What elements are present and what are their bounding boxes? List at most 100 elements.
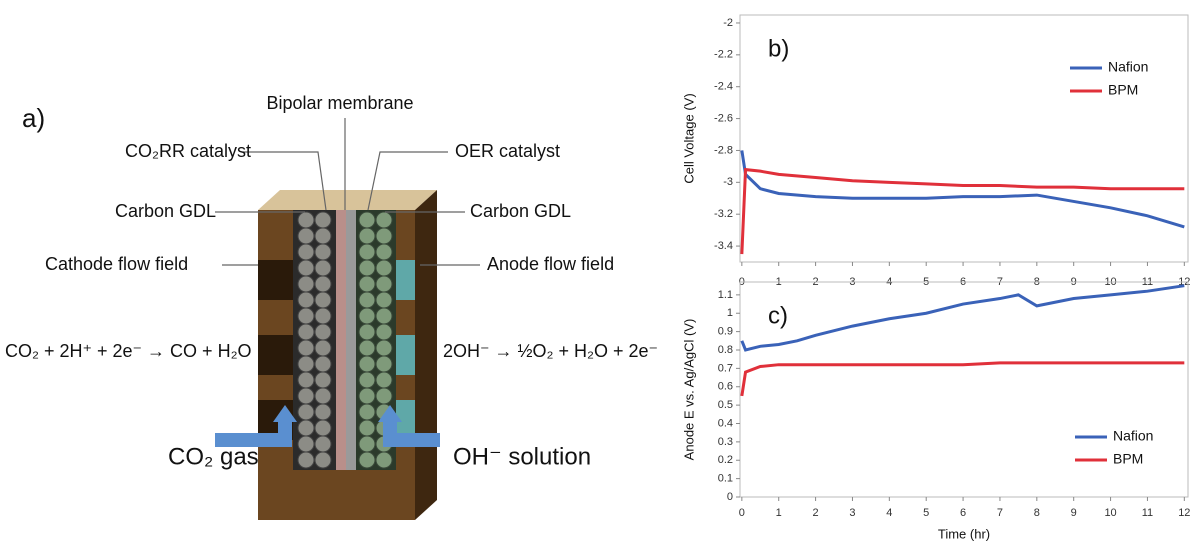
y-tick-label: 1 [727, 307, 733, 319]
x-tick-label: 11 [1142, 507, 1153, 519]
block-top [258, 190, 437, 210]
particle [358, 403, 376, 421]
particle [297, 435, 315, 453]
legend-label: Nafion [1113, 428, 1153, 444]
particle [314, 307, 332, 325]
leader [243, 151, 327, 211]
particle [375, 323, 393, 341]
leader [367, 151, 448, 211]
label: OH⁻ solution [453, 443, 591, 470]
particle [314, 435, 332, 453]
panel-label: a) [22, 103, 45, 133]
panel-label: c) [768, 302, 788, 329]
series-line [740, 284, 1185, 352]
plot-frame [739, 281, 1189, 498]
particle [314, 243, 332, 261]
inlet-arrowhead [273, 405, 297, 422]
particle [297, 451, 315, 469]
x-tick-label: 2 [813, 507, 819, 519]
x-tick-label: 4 [886, 507, 892, 519]
y-tick-label: -3 [723, 176, 733, 188]
x-tick-label: 7 [997, 507, 1003, 519]
particle [358, 259, 376, 277]
label: CO₂ gas [168, 443, 259, 470]
inlet-arrow [215, 420, 292, 447]
panel-label: b) [768, 35, 789, 62]
particle [358, 451, 376, 469]
particle [314, 323, 332, 341]
label: Bipolar membrane [266, 93, 413, 113]
y-tick-label: 0.9 [718, 326, 733, 338]
x-tick-label: 10 [1104, 507, 1116, 519]
channel [258, 335, 293, 375]
reaction: CO₂ + 2H⁺ + 2e⁻ → CO + H₂O [5, 341, 252, 361]
y-tick-label: -3.2 [714, 208, 733, 220]
particle [297, 291, 315, 309]
particle [314, 371, 332, 389]
label: Carbon GDL [115, 201, 216, 221]
particle [297, 419, 315, 437]
particle [375, 227, 393, 245]
inlet-arrowhead [378, 405, 402, 422]
y-tick-label: 0.7 [718, 362, 733, 374]
particle [297, 243, 315, 261]
particle [297, 227, 315, 245]
particle [297, 307, 315, 325]
particle [358, 339, 376, 357]
legend-label: BPM [1108, 82, 1138, 98]
particle [375, 211, 393, 229]
x-tick-label: 12 [1178, 507, 1190, 519]
particle [358, 211, 376, 229]
particle [297, 387, 315, 405]
y-axis-title: Cell Voltage (V) [681, 93, 696, 183]
particle [375, 291, 393, 309]
series-line [740, 361, 1185, 397]
particle [358, 227, 376, 245]
label: Cathode flow field [45, 254, 188, 274]
y-tick-label: 0 [727, 491, 733, 503]
leader-lines [215, 118, 480, 266]
y-tick-label: -2.8 [714, 144, 733, 156]
particle [297, 403, 315, 421]
y-axis-title: Anode E vs. Ag/AgCl (V) [681, 319, 696, 461]
label: OER catalyst [455, 141, 560, 161]
x-tick-label: 8 [1034, 507, 1040, 519]
particle [314, 403, 332, 421]
y-tick-label: -3.4 [714, 240, 733, 252]
particle [314, 259, 332, 277]
plot-frame [739, 14, 1189, 263]
particle [314, 291, 332, 309]
y-tick-label: 1.1 [718, 289, 733, 301]
particle [314, 339, 332, 357]
particle [297, 275, 315, 293]
particle [314, 355, 332, 373]
particle [358, 419, 376, 437]
y-tick-label: 0.5 [718, 399, 733, 411]
particle [375, 259, 393, 277]
particle [314, 451, 332, 469]
y-tick-label: 0.6 [718, 381, 733, 393]
reaction: 2OH⁻ → ½O₂ + H₂O + 2e⁻ [443, 341, 658, 361]
block-side [415, 190, 437, 520]
particle [314, 227, 332, 245]
particle [297, 339, 315, 357]
particle [358, 243, 376, 261]
y-tick-label: 0.2 [718, 454, 733, 466]
x-tick-label: 0 [739, 507, 745, 519]
particle [375, 355, 393, 373]
membrane-layer [346, 210, 356, 470]
y-tick-label: -2 [723, 17, 733, 29]
particle [297, 323, 315, 341]
label: Carbon GDL [470, 201, 571, 221]
particle [375, 371, 393, 389]
particle [375, 339, 393, 357]
y-tick-label: -2.6 [714, 112, 733, 124]
label: CO₂RR catalyst [125, 141, 251, 161]
particle [314, 419, 332, 437]
particle [375, 387, 393, 405]
particle [358, 387, 376, 405]
label: Anode flow field [487, 254, 614, 274]
particle [314, 387, 332, 405]
